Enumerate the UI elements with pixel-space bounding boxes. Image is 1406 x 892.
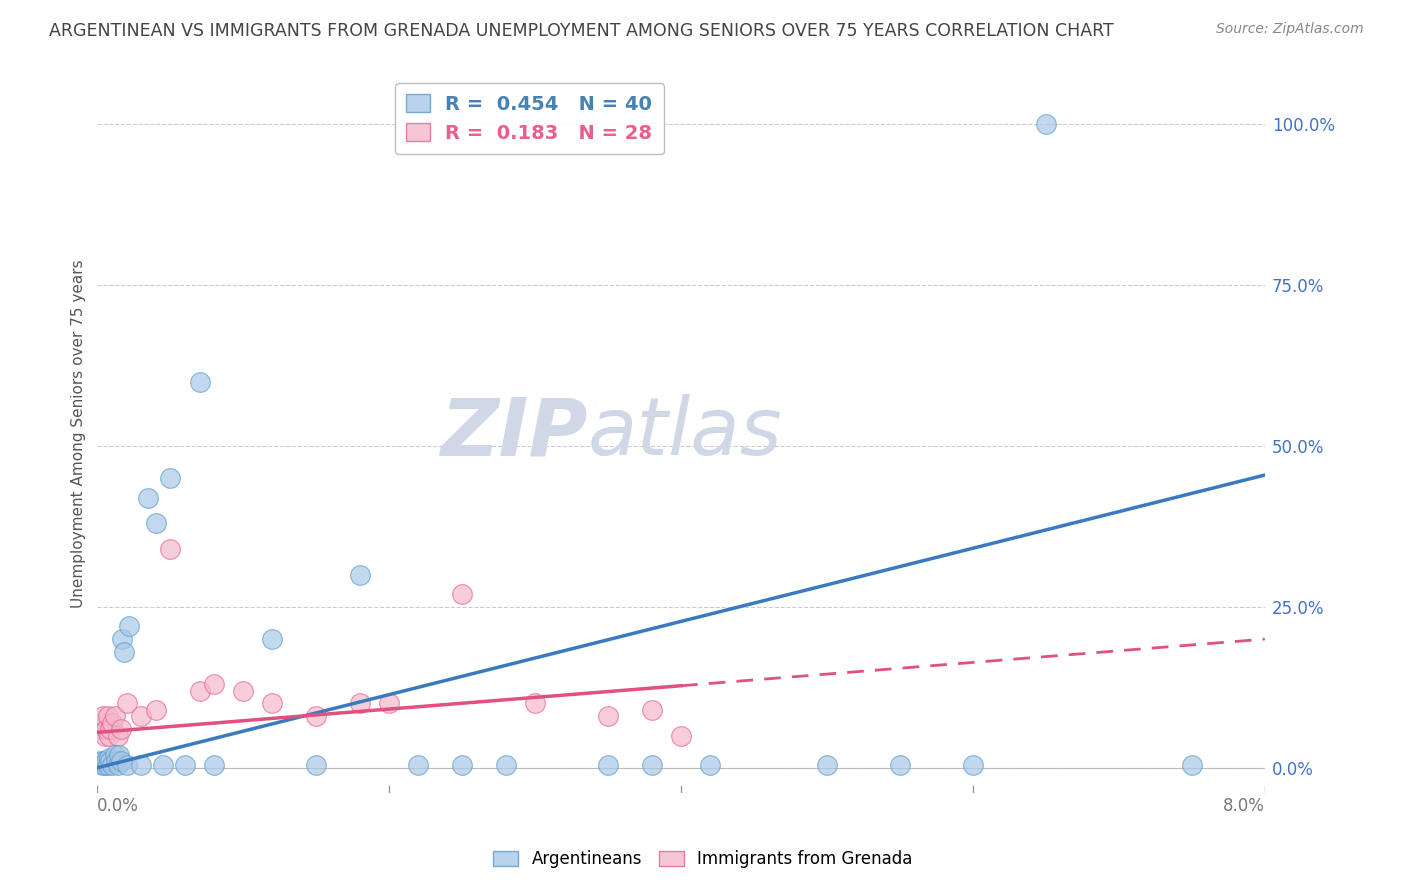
Point [107, 757, 129, 772]
Point [98, 729, 121, 743]
Point [89, 755, 111, 769]
Point [90, 757, 112, 772]
Point [188, 683, 211, 698]
Point [101, 715, 124, 730]
Point [174, 757, 197, 772]
Point [378, 697, 401, 711]
Point [94, 722, 117, 736]
Point [100, 722, 122, 736]
Point [232, 683, 254, 698]
Point [669, 729, 692, 743]
Legend: Argentineans, Immigrants from Grenada: Argentineans, Immigrants from Grenada [486, 844, 920, 875]
Point [110, 722, 132, 736]
Point [129, 709, 152, 723]
Point [408, 757, 430, 772]
Point [889, 757, 911, 772]
Point [305, 709, 328, 723]
Point [815, 757, 838, 772]
Text: Source: ZipAtlas.com: Source: ZipAtlas.com [1216, 22, 1364, 37]
Text: ARGENTINEAN VS IMMIGRANTS FROM GRENADA UNEMPLOYMENT AMONG SENIORS OVER 75 YEARS : ARGENTINEAN VS IMMIGRANTS FROM GRENADA U… [49, 22, 1114, 40]
Point [107, 729, 129, 743]
Point [451, 587, 474, 601]
Point [262, 697, 284, 711]
Point [641, 703, 664, 717]
Text: 0.0%: 0.0% [97, 797, 139, 814]
Point [115, 757, 138, 772]
Text: ZIP: ZIP [440, 394, 588, 472]
Point [145, 516, 167, 531]
Point [97, 757, 120, 772]
Point [349, 697, 371, 711]
Point [98, 751, 121, 765]
Point [598, 757, 620, 772]
Point [89, 722, 111, 736]
Point [91, 755, 114, 769]
Point [93, 729, 115, 743]
Point [91, 709, 114, 723]
Point [97, 709, 120, 723]
Point [110, 755, 132, 769]
Point [93, 757, 115, 772]
Point [94, 755, 117, 769]
Point [104, 709, 127, 723]
Point [598, 709, 620, 723]
Point [451, 757, 474, 772]
Point [202, 757, 225, 772]
Point [108, 747, 131, 762]
Point [90, 715, 112, 730]
Point [115, 697, 138, 711]
Point [101, 757, 124, 772]
Point [105, 755, 128, 769]
Point [188, 375, 211, 389]
Point [152, 757, 174, 772]
Text: atlas: atlas [588, 394, 782, 472]
Point [699, 757, 721, 772]
Legend: R =  0.454   N = 40, R =  0.183   N = 28: R = 0.454 N = 40, R = 0.183 N = 28 [395, 83, 664, 154]
Point [349, 567, 371, 582]
Point [1181, 757, 1204, 772]
Point [145, 703, 167, 717]
Point [262, 632, 284, 646]
Point [104, 747, 127, 762]
Point [159, 542, 181, 557]
Point [138, 491, 160, 505]
Text: 8.0%: 8.0% [1223, 797, 1265, 814]
Point [1035, 118, 1057, 132]
Point [111, 632, 134, 646]
Point [129, 757, 152, 772]
Point [641, 757, 664, 772]
Point [495, 757, 517, 772]
Point [524, 697, 547, 711]
Point [159, 471, 181, 485]
Y-axis label: Unemployment Among Seniors over 75 years: Unemployment Among Seniors over 75 years [72, 259, 86, 607]
Point [100, 755, 122, 769]
Point [202, 677, 225, 691]
Point [962, 757, 984, 772]
Point [305, 757, 328, 772]
Point [118, 619, 141, 633]
Point [112, 645, 135, 659]
